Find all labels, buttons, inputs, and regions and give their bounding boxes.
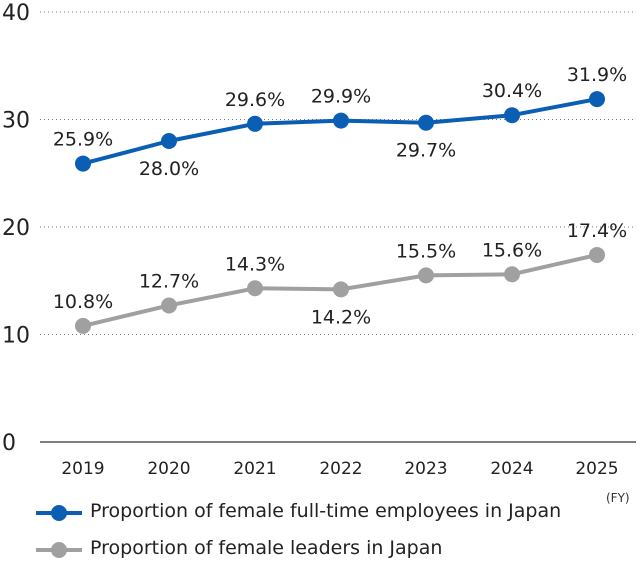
series-0-point-2025 [589, 91, 605, 108]
x-tick-label-2019: 2019 [61, 459, 104, 479]
series-1-label-2020: 12.7% [139, 270, 199, 292]
series-1-label-2021: 14.3% [225, 253, 285, 275]
series-1-point-2024 [504, 266, 520, 283]
series-0-label-2025: 31.9% [567, 64, 627, 86]
series-1-point-2019 [75, 317, 91, 334]
series-0-label-2019: 25.9% [53, 129, 113, 151]
y-tick-label-10: 10 [2, 324, 30, 349]
series-0-point-2022 [333, 112, 349, 129]
legend-marker-leaders [36, 542, 82, 558]
series-1-label-2022: 14.2% [311, 306, 371, 328]
series-1-label-2023: 15.5% [396, 240, 456, 262]
series-1-label-2024: 15.6% [482, 239, 542, 261]
series-0-point-2020 [161, 133, 177, 149]
x-axis-unit: (FY) [606, 489, 630, 490]
series-1-point-2022 [333, 281, 349, 298]
y-axis-ticks: 0 10 20 30 40 [2, 1, 30, 456]
y-tick-label-0: 0 [2, 431, 16, 456]
legend-label-leaders: Proportion of female leaders in Japan [90, 537, 443, 559]
series-line-0 [82, 97, 598, 166]
x-unit-layer: (FY) [606, 491, 630, 505]
x-tick-label-2023: 2023 [404, 459, 447, 479]
series-0-label-2023: 29.7% [396, 140, 456, 162]
x-axis-unit-label: (FY) [606, 491, 630, 505]
legend-marker-employees [36, 505, 82, 521]
series-0-label-2021: 29.6% [225, 89, 285, 111]
y-tick-label-20: 20 [2, 216, 30, 241]
x-tick-label-2021: 2021 [233, 459, 276, 479]
series-1-label-2019: 10.8% [53, 291, 113, 313]
series-0-label-2020: 28.0% [139, 158, 199, 180]
line-chart: 0 10 20 30 40 2019 2020 2021 2022 2023 2024 2025 (… [2, 1, 636, 490]
gridlines [40, 11, 636, 443]
series-1-point-2025 [589, 246, 605, 263]
legend-item-employees: Proportion of female full-time employees… [32, 496, 632, 532]
legend-item-leaders: Proportion of female leaders in Japan [32, 533, 632, 569]
series-0-point-2021 [247, 115, 263, 132]
y-tick-label-40: 40 [2, 1, 30, 26]
series-0-point-2019 [75, 155, 91, 172]
y-tick-label-30: 30 [2, 109, 30, 134]
x-tick-label-2025: 2025 [575, 459, 618, 479]
series-1-point-2023 [418, 267, 434, 284]
x-tick-label-2022: 2022 [319, 459, 362, 479]
series-1-label-2025: 17.4% [567, 220, 627, 242]
series-0-label-2022: 29.9% [311, 86, 371, 108]
series-0-point-2023 [418, 114, 434, 131]
data-labels: 25.9% 28.0% 29.6% 29.9% 29.7% 30.4% 31.9% 10.8%… [53, 64, 627, 328]
series-group [75, 91, 605, 334]
series-0-point-2024 [504, 107, 520, 124]
x-tick-label-2020: 2020 [147, 459, 190, 479]
x-axis-ticks: 2019 2020 2021 2022 2023 2024 2025 [61, 459, 618, 479]
x-tick-label-2024: 2024 [490, 459, 533, 479]
series-0-label-2024: 30.4% [482, 80, 542, 102]
legend-label-employees: Proportion of female full-time employees… [90, 500, 562, 522]
series-1-point-2020 [161, 297, 177, 314]
series-1-point-2021 [247, 280, 263, 297]
